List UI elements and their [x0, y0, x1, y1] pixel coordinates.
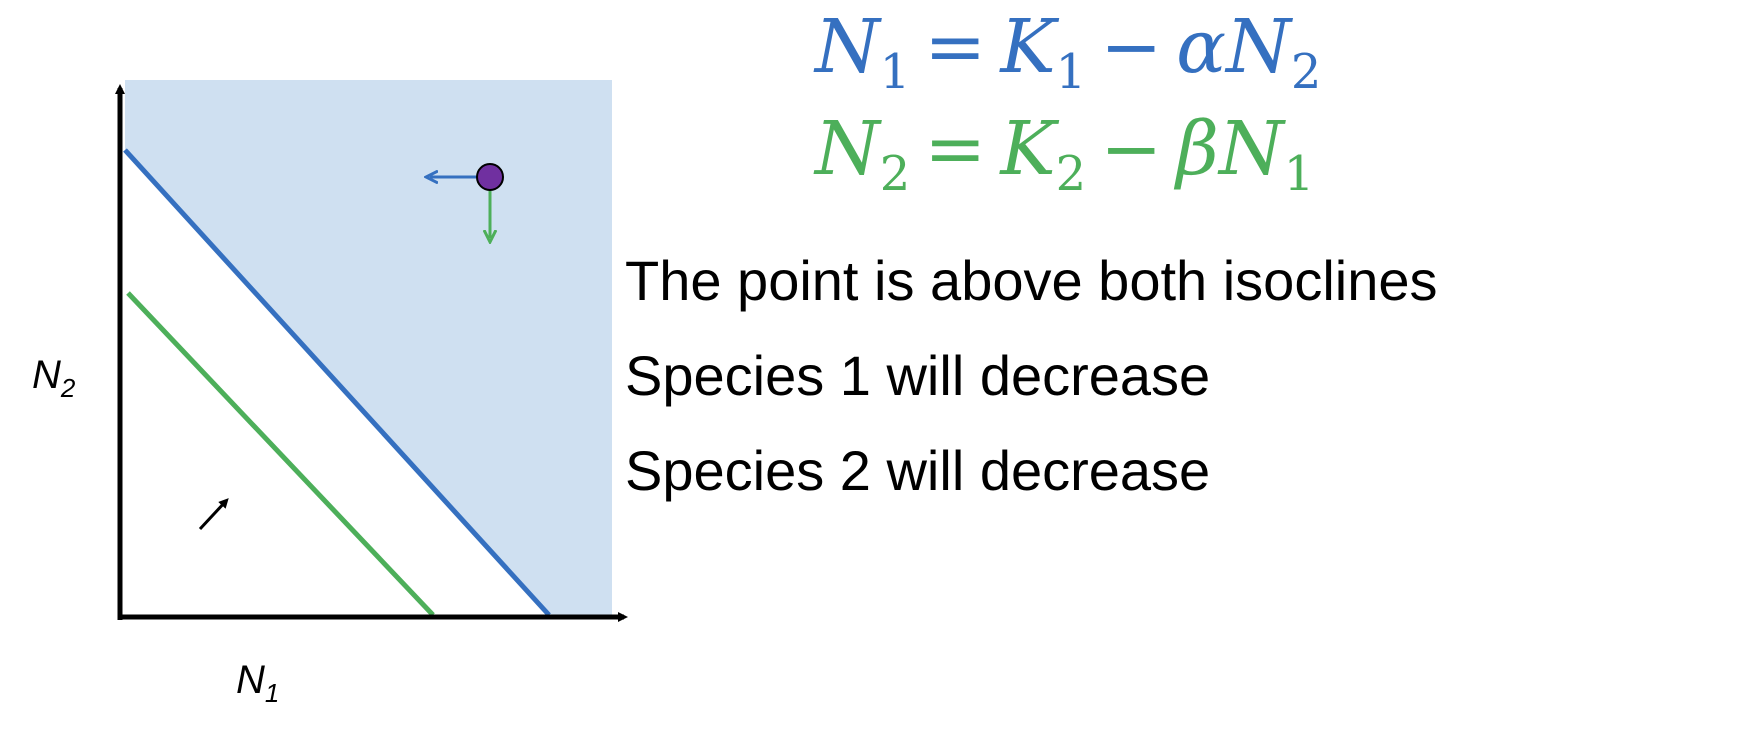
species2-isocline-equation: N2 = K2− βN1	[815, 106, 1315, 202]
trajectory-arrow	[198, 498, 229, 531]
species2-outcome-statement: Species 2 will decrease	[625, 439, 1211, 502]
species1-isocline-equation: N1 = K1− αN2	[815, 4, 1322, 100]
point-position-statement: The point is above both isoclines	[625, 249, 1438, 312]
decrease-region	[120, 80, 612, 617]
y-axis-label: N2	[32, 353, 76, 403]
x-axis-label: N1	[236, 658, 280, 708]
state-point	[476, 163, 504, 191]
species2-isocline	[126, 291, 435, 617]
species1-isocline	[123, 148, 551, 617]
species1-outcome-statement: Species 1 will decrease	[625, 344, 1211, 407]
